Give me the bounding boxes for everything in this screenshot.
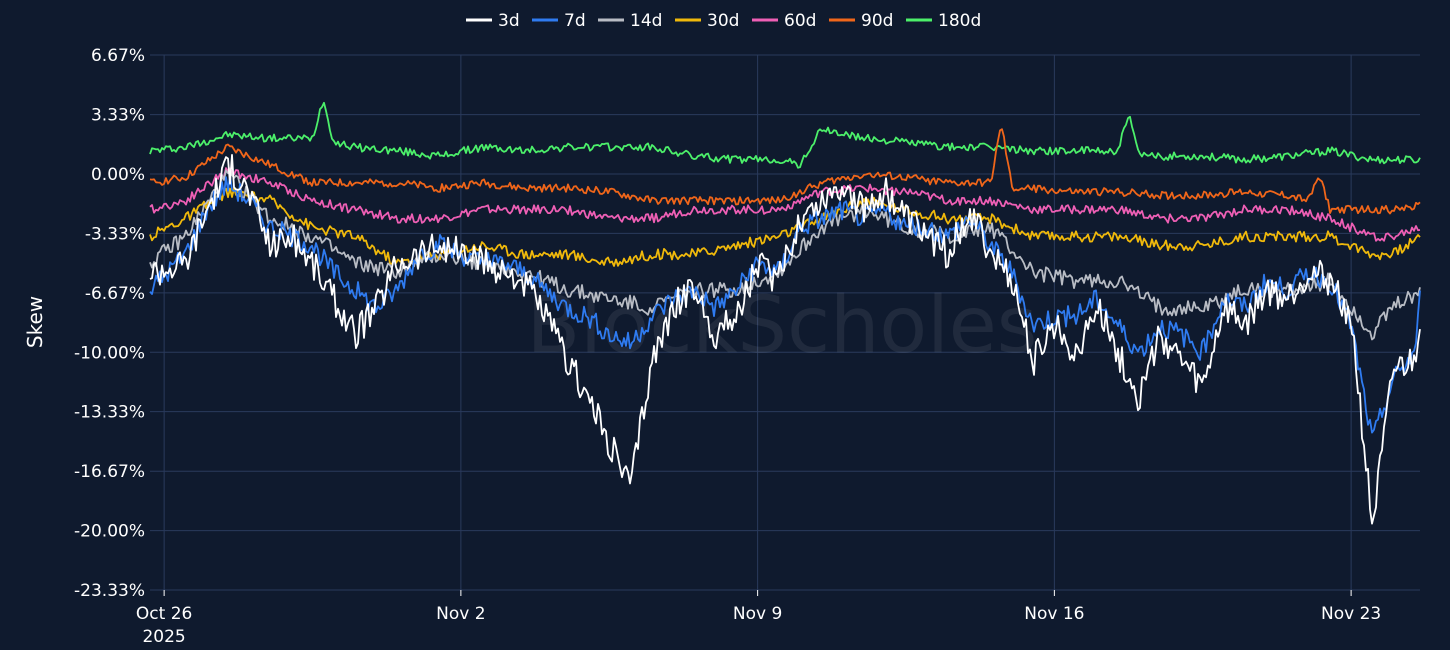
y-axis-title: Skew <box>23 296 47 348</box>
legend-label: 90d <box>861 11 893 31</box>
legend-item-90d[interactable]: 90d <box>829 11 893 31</box>
y-tick-label: -13.33% <box>74 403 145 423</box>
series-line-90d <box>149 128 1421 215</box>
legend-label: 7d <box>564 11 586 31</box>
y-tick-label: -16.67% <box>74 462 145 482</box>
x-tick-year-label: 2025 <box>142 627 185 647</box>
legend: 3d 7d 14d 30d 60d 90d 180d <box>466 11 981 31</box>
series-line-30d <box>149 187 1421 267</box>
y-tick-label: -3.33% <box>85 224 145 244</box>
y-tick-label: -20.00% <box>74 522 145 542</box>
y-tick-label: 0.00% <box>91 165 145 185</box>
series-line-180d <box>149 101 1421 169</box>
grid <box>150 54 1420 591</box>
y-tick-label: 3.33% <box>91 106 145 126</box>
x-axis-ticks: Oct 26 2025 Nov 2 Nov 9 Nov 16 Nov 23 <box>136 590 1381 647</box>
y-axis-ticks: 6.67% 3.33% 0.00% -3.33% -6.67% -10.00% -13.33… <box>74 46 145 601</box>
legend-label: 60d <box>784 11 816 31</box>
x-tick-label: Oct 26 <box>136 604 192 624</box>
legend-label: 14d <box>630 11 662 31</box>
watermark: BlockScholes <box>527 281 1038 371</box>
x-tick-label: Nov 9 <box>733 604 782 624</box>
y-tick-label: -10.00% <box>74 343 145 363</box>
legend-item-60d[interactable]: 60d <box>752 11 816 31</box>
x-tick-label: Nov 16 <box>1024 604 1084 624</box>
series-line-3d <box>149 154 1421 525</box>
x-tick-label: Nov 23 <box>1321 604 1381 624</box>
y-tick-label: -6.67% <box>85 284 145 304</box>
legend-label: 180d <box>938 11 981 31</box>
legend-item-14d[interactable]: 14d <box>598 11 662 31</box>
y-tick-label: -23.33% <box>74 581 145 601</box>
legend-label: 30d <box>707 11 739 31</box>
legend-label: 3d <box>498 11 520 31</box>
legend-item-180d[interactable]: 180d <box>906 11 981 31</box>
series-line-60d <box>149 167 1421 242</box>
y-tick-label: 6.67% <box>91 46 145 66</box>
legend-item-30d[interactable]: 30d <box>675 11 739 31</box>
legend-item-3d[interactable]: 3d <box>466 11 520 31</box>
series-layer <box>149 101 1421 525</box>
x-tick-label: Nov 2 <box>436 604 485 624</box>
legend-item-7d[interactable]: 7d <box>532 11 586 31</box>
